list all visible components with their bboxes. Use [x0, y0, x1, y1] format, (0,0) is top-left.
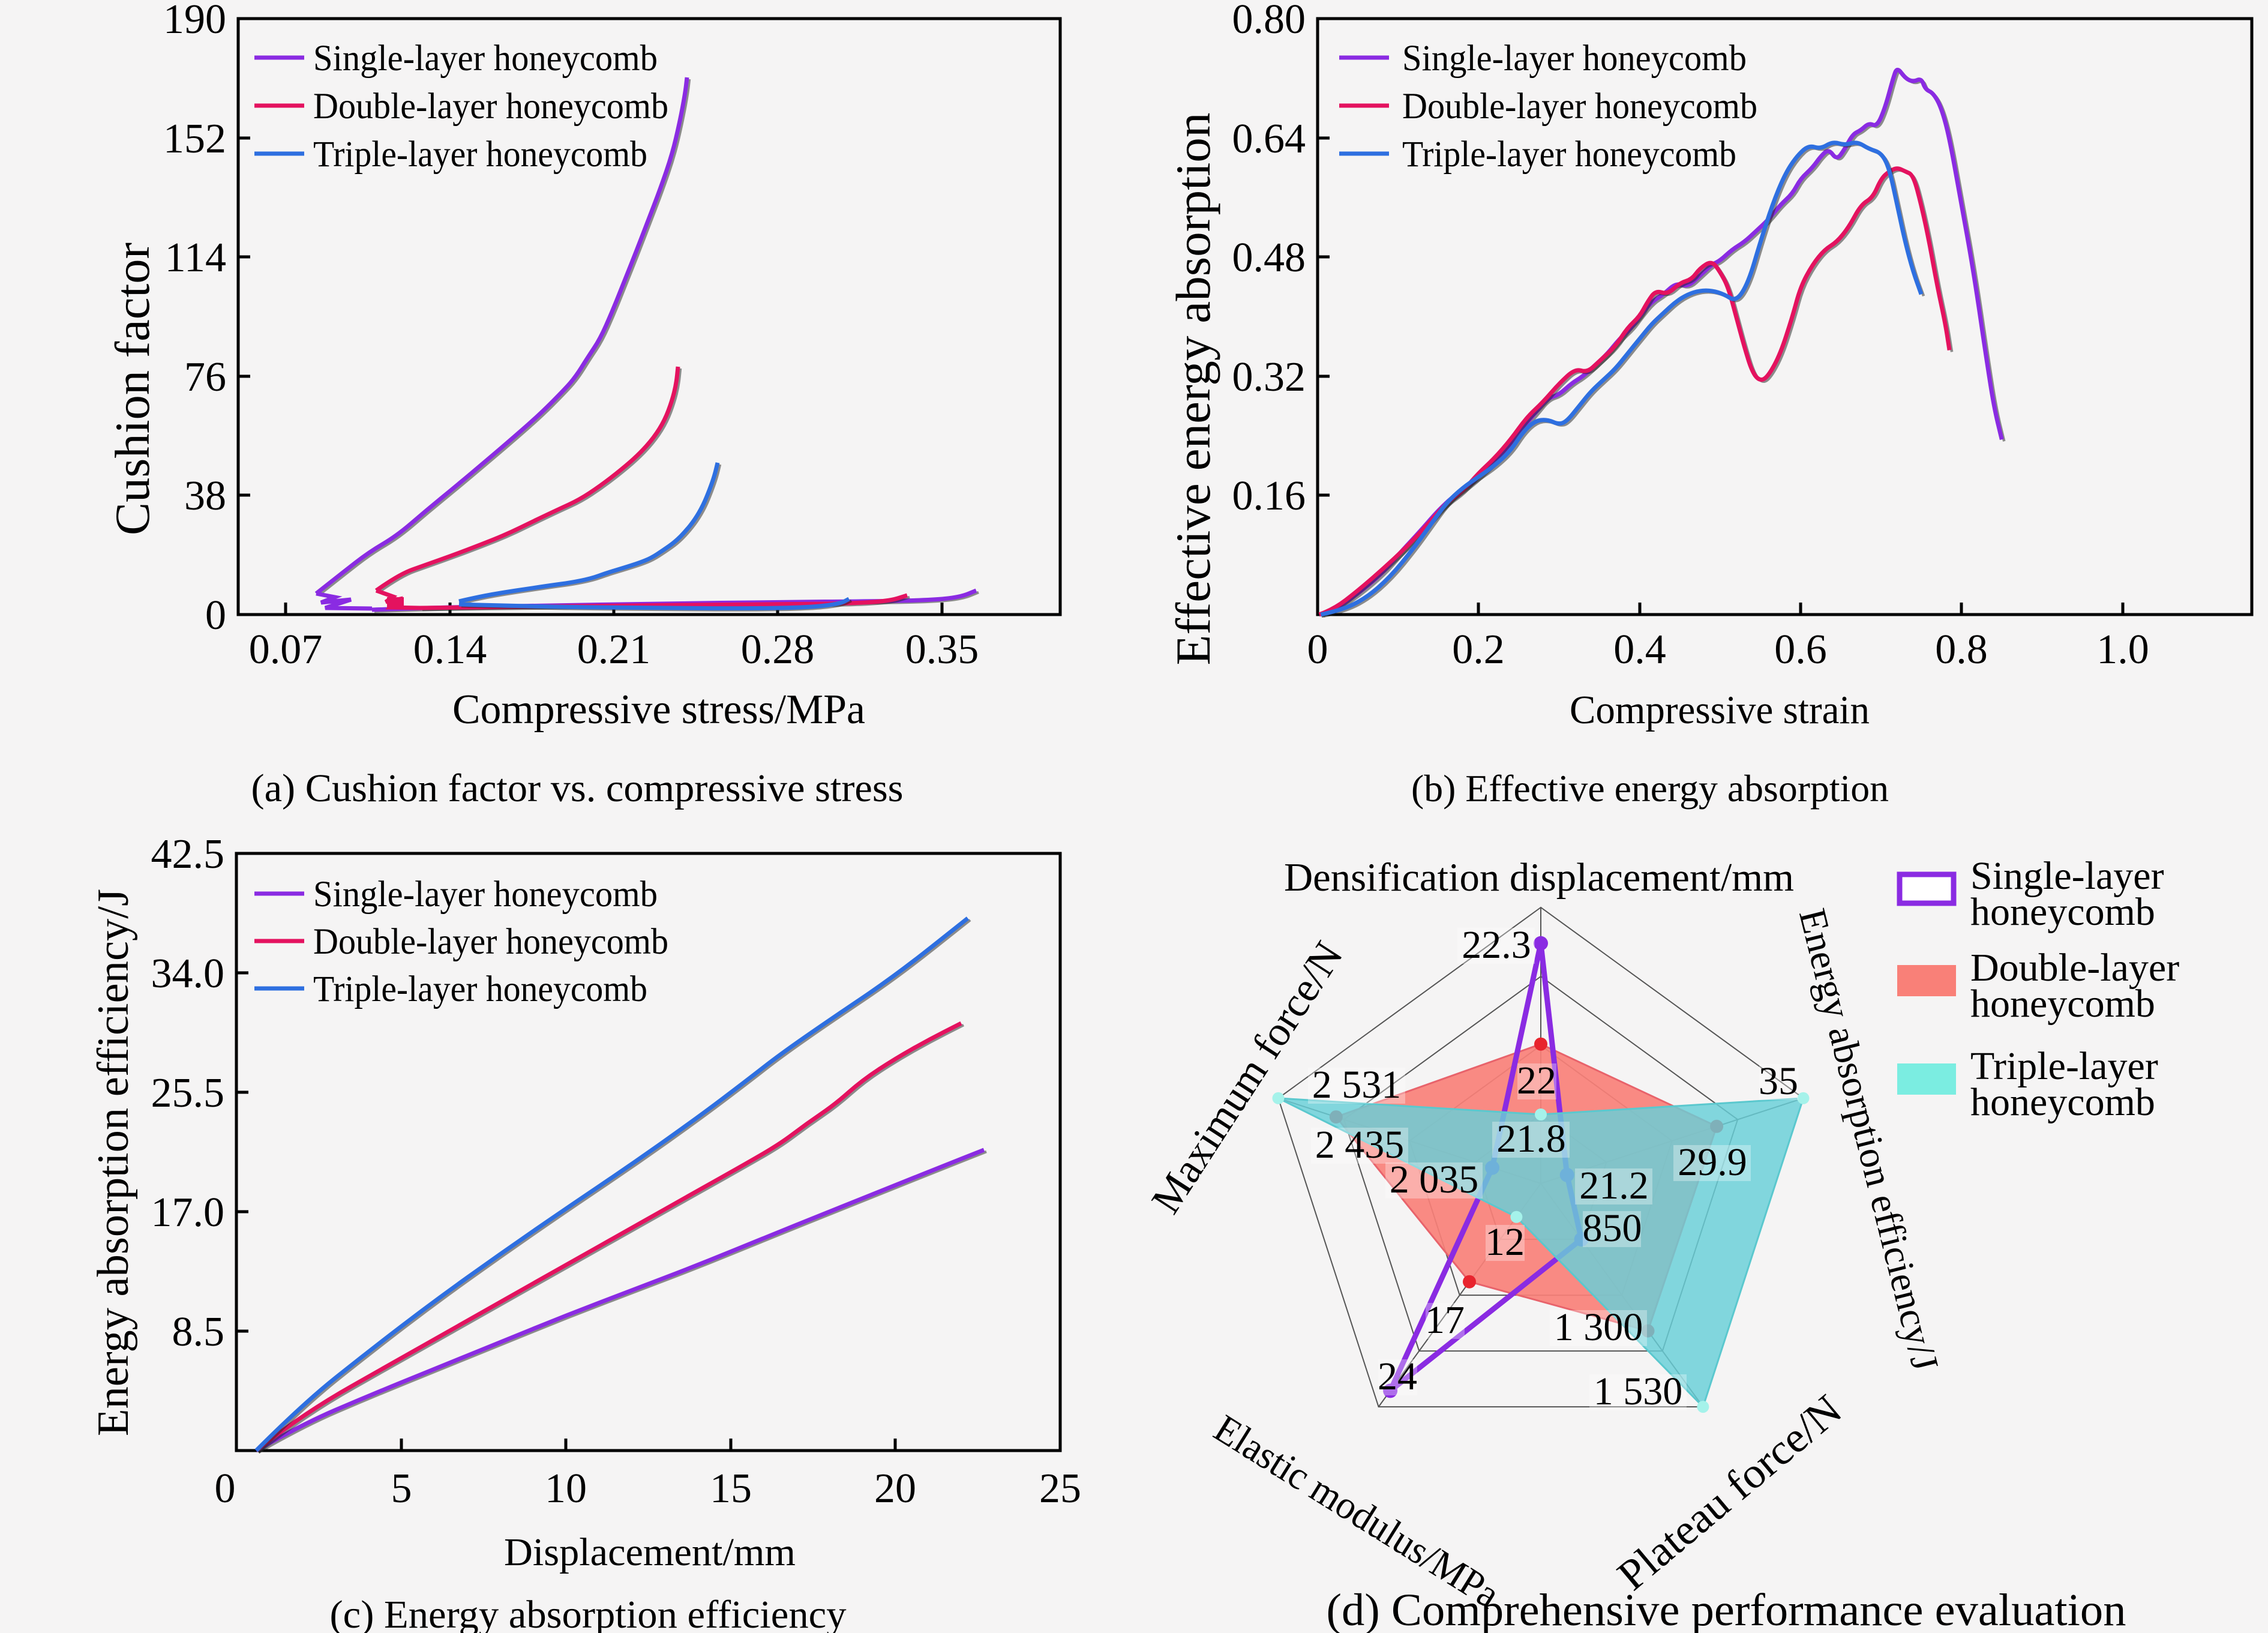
svg-text:Double-layer honeycomb: Double-layer honeycomb [313, 922, 668, 962]
svg-text:190: 190 [163, 0, 226, 43]
svg-text:Energy absorption efficiency/J: Energy absorption efficiency/J [89, 889, 138, 1436]
svg-text:25: 25 [1039, 1466, 1081, 1512]
svg-text:0: 0 [205, 592, 226, 639]
svg-text:honeycomb: honeycomb [1970, 890, 2155, 934]
svg-text:21.2: 21.2 [1579, 1164, 1649, 1207]
svg-text:15: 15 [710, 1466, 752, 1512]
svg-text:24: 24 [1378, 1355, 1417, 1398]
svg-text:Triple-layer honeycomb: Triple-layer honeycomb [1402, 134, 1736, 175]
svg-text:Single-layer honeycomb: Single-layer honeycomb [1402, 38, 1747, 79]
svg-text:0.32: 0.32 [1232, 354, 1306, 400]
svg-text:21.8: 21.8 [1496, 1117, 1566, 1161]
svg-text:1.0: 1.0 [2096, 627, 2149, 673]
svg-text:Double-layer honeycomb: Double-layer honeycomb [313, 86, 668, 127]
svg-text:0.80: 0.80 [1232, 0, 1306, 43]
svg-text:17: 17 [1425, 1298, 1465, 1342]
svg-text:Compressive stress/MPa: Compressive stress/MPa [452, 687, 865, 733]
svg-text:22.3: 22.3 [1462, 923, 1531, 967]
svg-text:152: 152 [163, 116, 226, 162]
svg-text:2 035: 2 035 [1390, 1158, 1479, 1201]
svg-text:0.21: 0.21 [577, 627, 651, 673]
svg-text:(d) Comprehensive performance: (d) Comprehensive performance evaluation [1327, 1585, 2126, 1633]
svg-text:0.28: 0.28 [741, 627, 815, 673]
svg-text:25.5: 25.5 [151, 1070, 225, 1116]
svg-text:0.64: 0.64 [1232, 116, 1306, 162]
svg-text:(a) Cushion factor vs. compres: (a) Cushion factor vs. compressive stres… [251, 766, 904, 810]
svg-text:honeycomb: honeycomb [1970, 982, 2155, 1026]
svg-text:Displacement/mm: Displacement/mm [504, 1530, 796, 1574]
svg-text:Double-layer honeycomb: Double-layer honeycomb [1402, 86, 1757, 127]
svg-text:0.48: 0.48 [1232, 235, 1306, 281]
svg-text:1 300: 1 300 [1554, 1305, 1643, 1349]
svg-text:Densification displacement/mm: Densification displacement/mm [1284, 855, 1794, 900]
svg-text:2 531: 2 531 [1312, 1063, 1402, 1107]
svg-text:0.07: 0.07 [249, 627, 323, 673]
svg-text:honeycomb: honeycomb [1970, 1080, 2155, 1124]
svg-text:0.35: 0.35 [905, 627, 979, 673]
svg-text:(b) Effective energy absorptio: (b) Effective energy absorption [1411, 767, 1889, 810]
svg-text:Triple-layer honeycomb: Triple-layer honeycomb [313, 969, 647, 1009]
svg-text:42.5: 42.5 [151, 831, 225, 877]
svg-text:1 530: 1 530 [1594, 1370, 1683, 1413]
svg-text:0: 0 [215, 1466, 236, 1512]
svg-text:(c) Energy absorption efficien: (c) Energy absorption efficiency [330, 1593, 847, 1633]
svg-text:76: 76 [184, 354, 226, 400]
svg-text:850: 850 [1583, 1206, 1642, 1250]
svg-text:0.4: 0.4 [1613, 627, 1666, 673]
svg-text:Triple-layer honeycomb: Triple-layer honeycomb [313, 134, 647, 175]
svg-text:Single-layer honeycomb: Single-layer honeycomb [313, 38, 658, 79]
svg-text:0.6: 0.6 [1774, 627, 1827, 673]
svg-text:Double-layer: Double-layer [1970, 946, 2179, 990]
svg-text:2 435: 2 435 [1315, 1123, 1405, 1167]
svg-text:35: 35 [1759, 1059, 1798, 1103]
svg-text:29.9: 29.9 [1678, 1140, 1747, 1184]
svg-text:8.5: 8.5 [172, 1309, 225, 1355]
svg-text:17.0: 17.0 [151, 1189, 225, 1236]
svg-text:34.0: 34.0 [151, 951, 225, 997]
svg-text:10: 10 [545, 1466, 587, 1512]
svg-text:0.8: 0.8 [1935, 627, 1988, 673]
svg-text:0.14: 0.14 [413, 627, 487, 673]
svg-text:38: 38 [184, 473, 226, 519]
svg-text:Triple-layer: Triple-layer [1970, 1044, 2158, 1088]
svg-text:Cushion factor: Cushion factor [105, 242, 160, 535]
svg-text:5: 5 [391, 1466, 412, 1512]
svg-text:114: 114 [165, 235, 226, 281]
svg-text:12: 12 [1485, 1220, 1525, 1264]
svg-text:0.2: 0.2 [1452, 627, 1505, 673]
svg-text:Single-layer: Single-layer [1970, 854, 2164, 898]
svg-text:22: 22 [1517, 1059, 1556, 1102]
svg-text:Single-layer honeycomb: Single-layer honeycomb [313, 874, 658, 915]
svg-text:Compressive strain: Compressive strain [1570, 688, 1870, 732]
svg-text:Effective energy absorption: Effective energy absorption [1166, 113, 1220, 666]
svg-text:0.16: 0.16 [1232, 473, 1306, 519]
svg-text:20: 20 [874, 1466, 916, 1512]
svg-text:0: 0 [1307, 627, 1328, 673]
